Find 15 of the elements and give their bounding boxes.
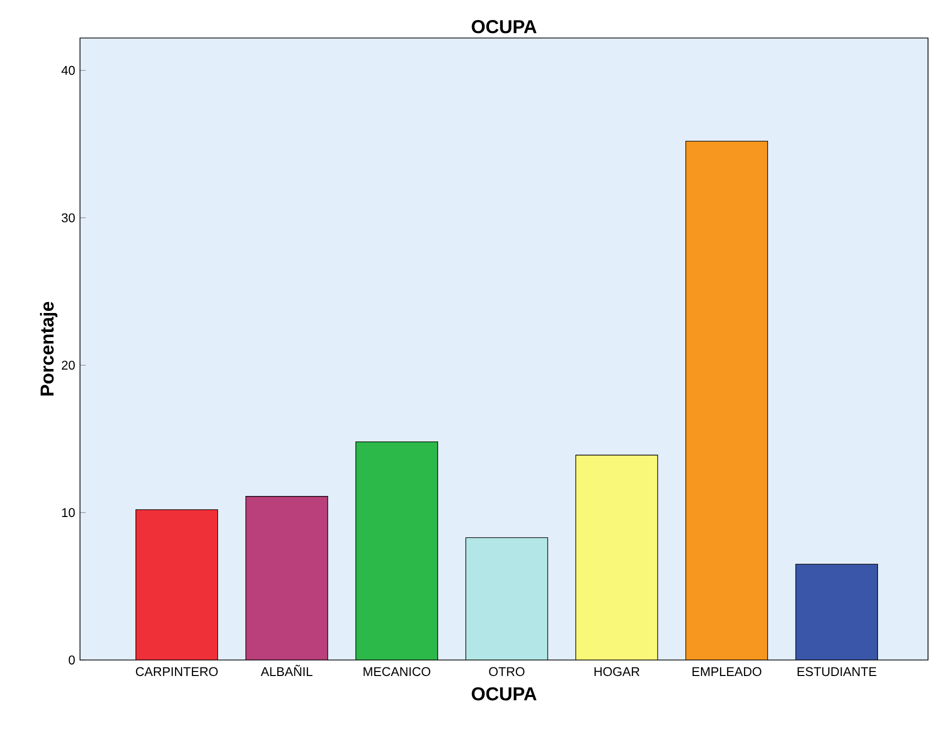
y-tick-label: 10 — [62, 508, 75, 518]
y-tick-label: 30 — [62, 213, 75, 222]
y-tick-label: 20 — [62, 360, 75, 370]
x-tick-label: MECANICO — [364, 667, 430, 676]
x-tick-label: EMPLEADO — [692, 667, 762, 676]
chart-title: OCUPA — [472, 20, 537, 34]
x-tick-label: HOGAR — [594, 667, 640, 676]
x-axis-title: OCUPA — [472, 687, 537, 700]
y-axis-title: Porcentaje — [40, 302, 58, 396]
y-tick-label: 0 — [68, 656, 75, 664]
x-tick-label: ESTUDIANTE — [798, 667, 876, 676]
x-tick-label: ALBAÑIL — [260, 664, 312, 676]
y-tick-label: 40 — [62, 66, 75, 75]
x-tick-label: CARPINTERO — [136, 667, 218, 676]
x-tick-label: OTRO — [489, 667, 524, 676]
